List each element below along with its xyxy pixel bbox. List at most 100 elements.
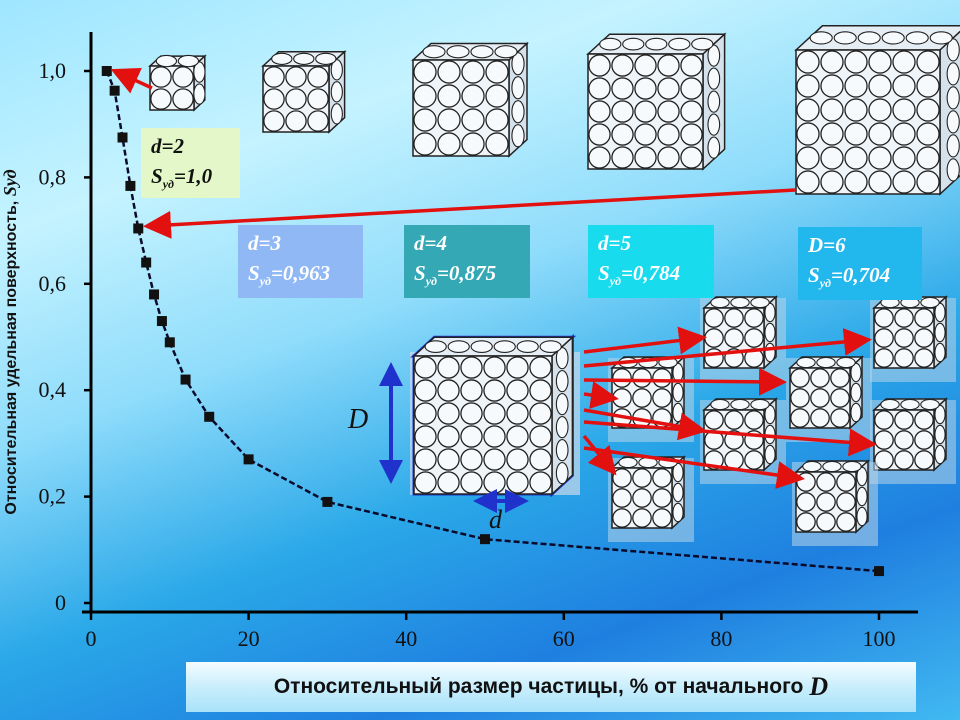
- x-tick-label: 100: [863, 626, 896, 651]
- ball: [460, 425, 483, 448]
- ball: [599, 37, 622, 51]
- ball: [672, 382, 684, 403]
- ball: [150, 88, 172, 110]
- ball: [511, 124, 525, 148]
- ball: [790, 408, 810, 428]
- ball: [820, 170, 844, 194]
- small-cube: [794, 459, 870, 534]
- ball: [612, 468, 632, 488]
- ball: [850, 382, 862, 403]
- annotation-d-text: d=4: [414, 231, 447, 255]
- ball: [611, 54, 634, 77]
- ball: [856, 506, 868, 527]
- ball: [744, 410, 764, 430]
- red-arrow: [583, 327, 872, 368]
- ball: [680, 123, 703, 146]
- ball: [857, 31, 881, 45]
- ball: [611, 146, 634, 169]
- ball: [330, 103, 343, 125]
- ball: [555, 416, 569, 439]
- data-point: [125, 180, 136, 191]
- ball: [529, 379, 552, 402]
- ball: [485, 132, 509, 156]
- ball: [707, 67, 721, 90]
- ball: [437, 448, 460, 471]
- ball: [612, 368, 632, 388]
- ball: [830, 408, 850, 428]
- ball: [460, 356, 483, 379]
- ball: [822, 460, 842, 473]
- ball: [293, 52, 315, 65]
- ball: [946, 158, 960, 182]
- ball: [796, 146, 820, 170]
- y-tick-label: 0,6: [39, 271, 67, 296]
- data-point: [101, 66, 112, 76]
- ball: [460, 448, 483, 471]
- data-point: [322, 496, 333, 507]
- ball: [934, 444, 946, 465]
- ball: [874, 328, 894, 348]
- ball: [850, 402, 862, 423]
- ball: [894, 410, 914, 430]
- small-cube: [872, 295, 948, 370]
- data-point: [204, 411, 215, 422]
- ball: [856, 486, 868, 507]
- ball: [555, 439, 569, 462]
- ball: [611, 77, 634, 100]
- ball: [844, 98, 868, 122]
- ball: [724, 308, 744, 328]
- ball: [820, 50, 844, 74]
- ball: [588, 100, 611, 123]
- ball: [315, 52, 337, 65]
- ball: [704, 308, 724, 328]
- ball: [446, 45, 470, 59]
- ball: [820, 146, 844, 170]
- ball: [680, 146, 703, 169]
- ball: [914, 450, 934, 470]
- small-d-label: d: [489, 505, 502, 534]
- ball: [916, 146, 940, 170]
- ball: [285, 88, 307, 110]
- ball: [881, 31, 905, 45]
- ball: [920, 296, 940, 309]
- ball: [172, 88, 194, 110]
- ball: [622, 37, 645, 51]
- ball: [914, 410, 934, 430]
- small-cube: [788, 355, 864, 430]
- ball: [193, 83, 206, 105]
- data-point: [156, 316, 167, 327]
- x-axis-label-box: Относительный размер частицы, % от начал…: [186, 662, 916, 712]
- ball: [424, 340, 447, 354]
- axes: 0 0,2 0,4 0,6 0,8 1,0 0 20 40 60 80 100: [39, 32, 918, 651]
- ball: [836, 512, 856, 532]
- ball: [764, 404, 776, 425]
- data-point: [149, 289, 160, 300]
- ball: [710, 398, 730, 411]
- ball: [447, 340, 470, 354]
- y-tick-label: 0,4: [39, 377, 67, 402]
- ball: [413, 132, 437, 156]
- ball: [820, 98, 844, 122]
- red-arrow: [583, 420, 877, 457]
- ball: [894, 430, 914, 450]
- ball: [632, 468, 652, 488]
- ball: [506, 448, 529, 471]
- ball: [796, 512, 816, 532]
- ball: [796, 98, 820, 122]
- ball: [506, 471, 529, 494]
- ball: [672, 482, 684, 503]
- ball: [914, 430, 934, 450]
- ball: [724, 410, 744, 430]
- ball: [894, 450, 914, 470]
- annotation-d-text: d=5: [598, 231, 631, 255]
- cube-d6: [794, 25, 960, 196]
- annotation-d-text: d=2: [151, 134, 184, 158]
- ball: [414, 471, 437, 494]
- x-tick-label: 80: [710, 626, 732, 651]
- ball: [868, 170, 892, 194]
- annotation-d5: d=5 Sуд=0,784: [588, 225, 714, 298]
- ball: [796, 170, 820, 194]
- ball: [529, 448, 552, 471]
- ball: [330, 59, 343, 81]
- ball: [830, 388, 850, 408]
